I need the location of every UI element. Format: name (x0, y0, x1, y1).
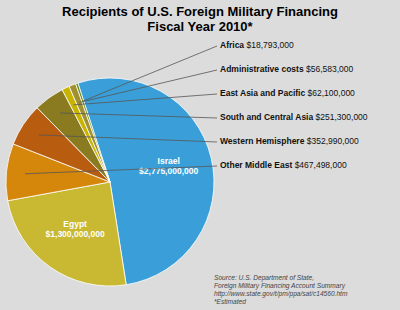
background (0, 0, 400, 310)
title: Recipients of U.S. Foreign Military Fina… (62, 4, 338, 34)
slice-value: $352,990,000 (307, 136, 359, 146)
pie-slice (76, 83, 110, 182)
leader-line (25, 166, 217, 174)
title-line: Fiscal Year 2010* (147, 19, 253, 34)
slice-label: Egypt$1,300,000,000 (46, 219, 105, 239)
slice-value: $467,498,000 (295, 160, 347, 170)
leader-line (74, 94, 217, 105)
leader-line (39, 135, 217, 142)
slice-annotation: Other Middle East $467,498,000 (220, 160, 347, 170)
slice-name: Administrative costs (220, 64, 304, 74)
source-line: Foreign Military Financing Account Summa… (214, 282, 346, 290)
slice-annotation: Western Hemisphere $352,990,000 (220, 136, 359, 146)
slice-name: Israel (158, 156, 180, 166)
source-line: Source: U.S. Department of State, (214, 274, 314, 282)
leader-line (83, 46, 217, 101)
slice-annotation: Administrative costs $56,583,000 (220, 64, 354, 74)
title-line: Recipients of U.S. Foreign Military Fina… (62, 4, 338, 19)
slice-label: Israel$2,775,000,000 (139, 156, 198, 176)
slice-name: Western Hemisphere (220, 136, 305, 146)
leader-line (60, 113, 217, 118)
chart: Recipients of U.S. Foreign Military Fina… (0, 0, 400, 310)
slice-name: East Asia and Pacific (220, 88, 305, 98)
slice-value: $18,793,000 (246, 40, 294, 50)
leader-lines (25, 46, 217, 174)
source-line: *Estimated (214, 298, 246, 305)
source-line: http://www.state.gov/t/pm/ppa/sat/c14560… (214, 290, 348, 298)
pie (6, 78, 214, 286)
slice-value: $1,300,000,000 (46, 229, 105, 239)
slice-name: Other Middle East (220, 160, 292, 170)
slice-value: $251,300,000 (316, 112, 368, 122)
slice-value: $56,583,000 (306, 64, 354, 74)
slice-value: $62,100,000 (308, 88, 356, 98)
slice-annotation: South and Central Asia $251,300,000 (220, 112, 368, 122)
source-note: Source: U.S. Department of State,Foreign… (214, 274, 348, 305)
slice-name: Africa (220, 40, 244, 50)
slice-name: South and Central Asia (220, 112, 313, 122)
slice-name: Egypt (63, 219, 87, 229)
slice-annotation: Africa $18,793,000 (220, 40, 294, 50)
leader-line (79, 70, 217, 102)
slice-annotation: East Asia and Pacific $62,100,000 (220, 88, 355, 98)
